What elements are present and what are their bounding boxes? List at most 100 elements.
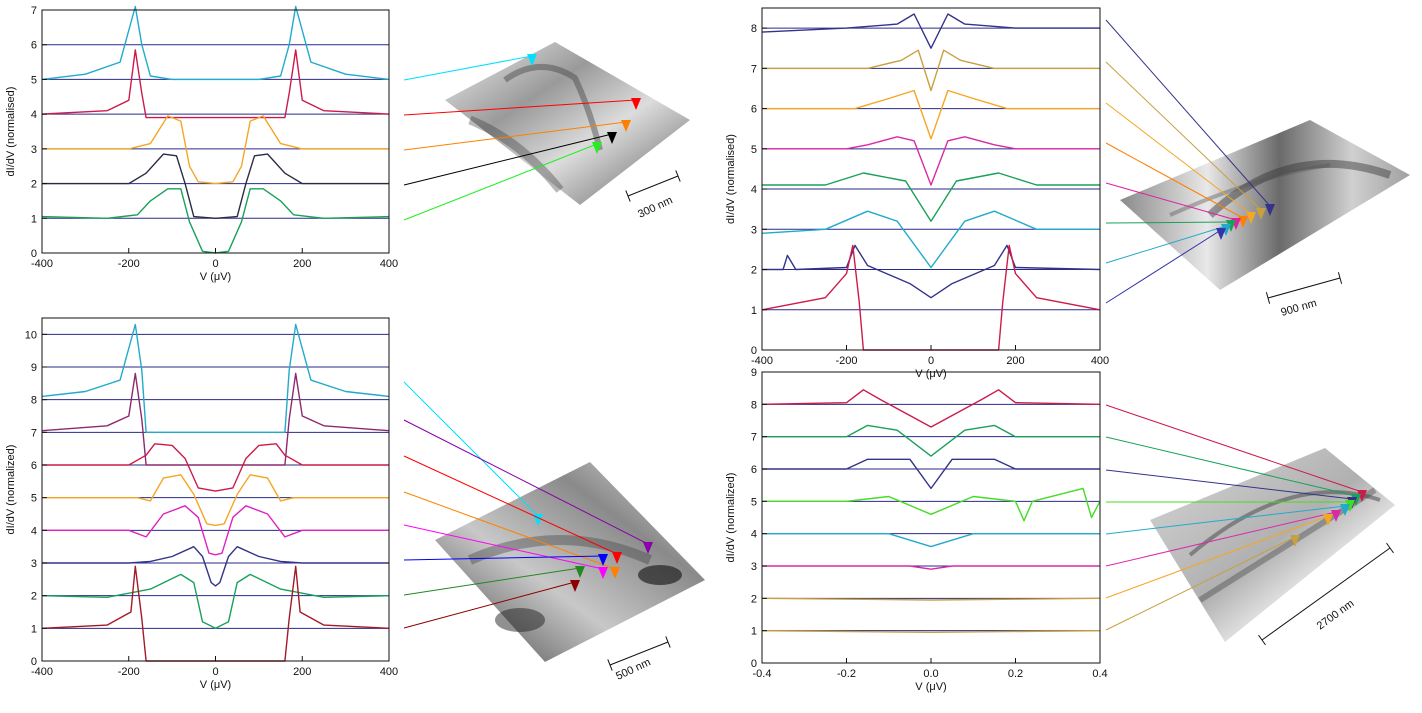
x-tick-label: -400 <box>751 355 773 367</box>
connector-line <box>1105 61 1262 211</box>
marker-arrow <box>1226 220 1236 232</box>
topography-image-top-left <box>445 42 690 205</box>
y-tick-label: 5 <box>751 144 757 156</box>
marker-arrow <box>1331 510 1341 522</box>
marker-arrow <box>607 132 617 144</box>
x-tick-label: 400 <box>380 258 398 270</box>
y-tick-label: 4 <box>751 184 757 196</box>
marker-arrow <box>1216 228 1226 240</box>
series-line <box>761 13 1100 49</box>
marker-arrow <box>1340 504 1350 516</box>
y-tick-label: 1 <box>751 626 757 638</box>
connector-line <box>1105 225 1227 264</box>
series-line <box>41 323 390 433</box>
connector-group-bottom-left <box>403 381 653 629</box>
connector-line <box>1105 182 1237 221</box>
connector-line <box>403 143 598 221</box>
marker-arrow <box>575 566 585 578</box>
connector-line <box>403 55 533 81</box>
y-tick-label: 7 <box>31 5 37 17</box>
scale-bar-label: 900 nm <box>1280 297 1319 319</box>
marker-arrow <box>610 567 620 579</box>
marker-arrow <box>527 54 537 66</box>
y-tick-label: 8 <box>31 395 37 407</box>
y-tick-label: 3 <box>31 558 37 570</box>
topography-image-bottom-right <box>1150 448 1395 642</box>
y-tick-label: 2 <box>751 593 757 605</box>
connector-line <box>1105 404 1363 493</box>
y-tick-label: 6 <box>31 40 37 52</box>
scale-bar: 900 nm <box>1265 272 1343 319</box>
chart-panel-top-right: -400 -200 0 200 400 0 1 2 3 4 5 6 7 8 V (μV) dI/dV (nor… <box>725 7 1109 380</box>
marker-arrow <box>598 554 608 566</box>
y-tick-label: 10 <box>25 329 37 341</box>
x-tick-label: 0 <box>212 258 218 270</box>
marker-arrow <box>1256 208 1266 220</box>
series-line <box>41 573 390 629</box>
connector-line <box>403 121 627 151</box>
connector-line <box>403 381 539 517</box>
series-line <box>762 244 1101 299</box>
x-axis-label: V (μV) <box>200 679 231 691</box>
connector-line <box>403 581 576 629</box>
x-axis-label: V (μV) <box>200 271 231 283</box>
marker-arrow <box>1323 514 1333 526</box>
y-tick-label: 9 <box>31 362 37 374</box>
y-tick-label: 3 <box>751 224 757 236</box>
connector-line <box>1105 515 1329 599</box>
connector-group-top-left <box>403 54 641 221</box>
y-tick-label: 7 <box>751 432 757 444</box>
plot-frame <box>41 317 390 662</box>
scale-bar-label: 300 nm <box>636 194 674 220</box>
y-axis-label: dI/dV (normalised) <box>725 134 737 224</box>
y-tick-label: 6 <box>751 464 757 476</box>
y-tick-label: 7 <box>31 427 37 439</box>
x-tick-label: 200 <box>1006 355 1024 367</box>
marker-arrow <box>1345 500 1355 512</box>
marker-arrow <box>1290 535 1300 547</box>
connector-group-bottom-right <box>1105 404 1367 631</box>
y-tick-label: 1 <box>31 623 37 635</box>
y-tick-label: 2 <box>31 179 37 191</box>
connector-line <box>1105 511 1337 567</box>
x-tick-label: 0.4 <box>1092 668 1107 680</box>
series-line <box>42 505 389 556</box>
marker-arrow <box>592 142 602 154</box>
marker-arrow <box>1357 490 1367 502</box>
scale-bar-label: 2700 nm <box>1315 598 1357 633</box>
y-tick-label: 0 <box>751 658 757 670</box>
marker-arrow <box>570 580 580 592</box>
y-tick-label: 4 <box>31 525 37 537</box>
series-line <box>762 487 1101 522</box>
x-axis-label: V (μV) <box>915 681 946 693</box>
marker-arrow <box>631 98 641 110</box>
y-tick-label: 0 <box>751 345 757 357</box>
y-tick-label: 4 <box>31 109 37 121</box>
plot-frame <box>761 371 1101 664</box>
connector-line <box>403 133 613 186</box>
y-tick-label: 2 <box>31 591 37 603</box>
y-tick-label: 3 <box>31 144 37 156</box>
series-line <box>762 424 1100 457</box>
scale-bar: 500 nm <box>607 636 671 683</box>
x-tick-label: -200 <box>118 666 140 678</box>
series-line <box>761 389 1101 428</box>
x-tick-label: -0.2 <box>837 668 856 680</box>
x-tick-label: -0.4 <box>753 668 772 680</box>
chart-panel-bottom-right: -0.4 -0.2 0.0 0.2 0.4 0 1 2 3 4 5 6 7 8 9 V (μV) dI/dV (… <box>725 367 1108 693</box>
connector-line <box>1105 221 1232 224</box>
series-line <box>42 153 389 220</box>
marker-arrow <box>612 552 622 564</box>
y-tick-label: 3 <box>751 561 757 573</box>
y-tick-label: 7 <box>751 63 757 75</box>
x-tick-label: -400 <box>31 258 53 270</box>
series-line <box>41 188 390 254</box>
connector-line <box>1105 436 1357 497</box>
series-line <box>42 443 389 492</box>
x-tick-label: 0 <box>212 666 218 678</box>
y-tick-label: 1 <box>751 305 757 317</box>
series-line <box>41 49 390 119</box>
marker-arrow <box>598 567 608 579</box>
y-tick-label: 2 <box>751 265 757 277</box>
